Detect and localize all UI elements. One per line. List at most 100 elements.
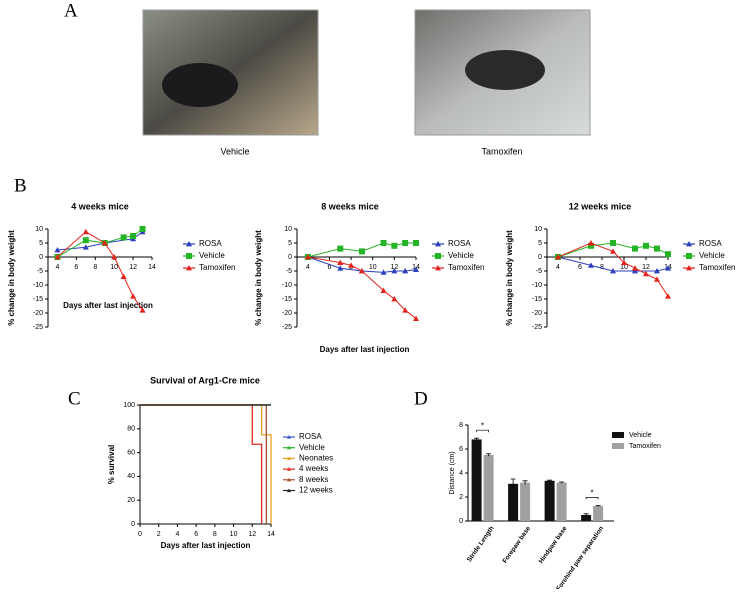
bar xyxy=(593,506,604,521)
x-tick-label: 12 xyxy=(390,264,398,271)
marker xyxy=(54,254,61,260)
marker xyxy=(380,269,387,275)
legend-marker xyxy=(287,477,291,482)
bar xyxy=(483,455,494,521)
photo-caption: Tamoxifen xyxy=(481,146,522,156)
legend-label: 12 weeks xyxy=(299,486,333,495)
y-tick-label: 20 xyxy=(127,497,135,504)
marker xyxy=(413,240,419,246)
y-tick-label: -5 xyxy=(286,268,292,275)
legend-marker xyxy=(287,456,291,460)
x-tick-label: 10 xyxy=(230,531,238,538)
marker xyxy=(337,265,344,271)
legend-marker xyxy=(686,265,692,271)
y-tick-label: -25 xyxy=(33,324,43,331)
marker xyxy=(380,240,387,246)
y-tick-label: -20 xyxy=(282,310,292,317)
y-tick-label: 100 xyxy=(123,402,135,409)
legend-swatch xyxy=(612,432,624,438)
marker xyxy=(610,268,616,274)
marker xyxy=(391,268,398,274)
marker xyxy=(588,240,594,246)
marker xyxy=(654,268,660,274)
legend-marker xyxy=(686,241,692,247)
marker xyxy=(632,268,638,274)
marker xyxy=(120,234,127,241)
marker xyxy=(139,307,146,313)
panel-letter: A xyxy=(64,0,78,21)
error-bar xyxy=(522,480,528,485)
marker xyxy=(413,315,419,321)
y-axis-label: Distance (cm) xyxy=(449,451,456,494)
y-tick-label: -15 xyxy=(33,296,43,303)
marker xyxy=(402,307,409,313)
legend-label: Tamoxifen xyxy=(629,443,661,450)
marker xyxy=(413,266,419,272)
y-axis-label: % change in body weight xyxy=(7,230,16,326)
series-line xyxy=(140,404,267,524)
legend-label: Tamoxifen xyxy=(448,263,484,272)
legend-label: 8 weeks xyxy=(299,475,328,484)
marker xyxy=(380,287,387,293)
marker xyxy=(654,276,660,282)
legend-label: Vehicle xyxy=(299,443,325,452)
legend-label: ROSA xyxy=(199,239,222,248)
bar xyxy=(471,439,482,521)
mouse xyxy=(465,50,545,90)
marker xyxy=(621,259,627,265)
y-tick-label: -25 xyxy=(282,324,292,331)
marker xyxy=(358,268,365,274)
y-tick-label: -20 xyxy=(33,310,43,317)
marker xyxy=(82,237,89,244)
y-tick-label: 10 xyxy=(534,226,542,233)
significance-bracket xyxy=(585,497,599,500)
marker xyxy=(643,270,649,277)
y-axis-label: % change in body weight xyxy=(254,230,263,326)
x-tick-label: 4 xyxy=(175,531,179,538)
y-tick-label: -10 xyxy=(532,282,542,289)
legend-label: Vehicle xyxy=(199,251,225,260)
bar xyxy=(581,515,592,521)
y-tick-label: 5 xyxy=(288,240,292,247)
legend-label: Vehicle xyxy=(629,432,652,439)
series-line xyxy=(557,242,669,297)
y-tick-label: 0 xyxy=(538,254,542,261)
legend-marker xyxy=(287,445,291,450)
marker xyxy=(82,228,89,235)
error-bar xyxy=(474,437,480,441)
y-tick-label: 4 xyxy=(459,470,463,477)
marker xyxy=(111,254,118,260)
series-line xyxy=(307,256,417,319)
x-tick-label: 10 xyxy=(369,264,377,271)
x-tick-label: 12 xyxy=(129,264,137,271)
chart-title: 4 weeks mice xyxy=(71,201,129,211)
y-tick-label: 0 xyxy=(288,254,292,261)
error-bar xyxy=(547,479,553,482)
y-tick-label: 60 xyxy=(127,449,135,456)
bar xyxy=(520,482,531,521)
marker xyxy=(555,254,561,260)
marker xyxy=(120,273,127,279)
legend-marker xyxy=(686,253,692,259)
x-tick-label: 8 xyxy=(213,531,217,538)
x-tick-label: Hindpaw base xyxy=(538,525,569,565)
y-tick-label: -10 xyxy=(282,282,292,289)
marker xyxy=(337,245,344,252)
significance-bracket xyxy=(476,429,489,433)
marker xyxy=(101,240,108,246)
x-tick-label: 0 xyxy=(138,531,142,538)
legend-marker xyxy=(287,467,291,471)
y-tick-label: -25 xyxy=(532,324,542,331)
error-bar xyxy=(510,478,516,489)
series-line xyxy=(140,404,263,524)
x-tick-label: 12 xyxy=(642,264,650,271)
marker xyxy=(632,265,638,271)
y-tick-label: 10 xyxy=(35,226,43,233)
bar xyxy=(556,482,567,521)
marker xyxy=(610,240,616,246)
bar xyxy=(508,483,519,521)
legend-marker xyxy=(287,488,291,493)
series-line xyxy=(57,228,143,258)
